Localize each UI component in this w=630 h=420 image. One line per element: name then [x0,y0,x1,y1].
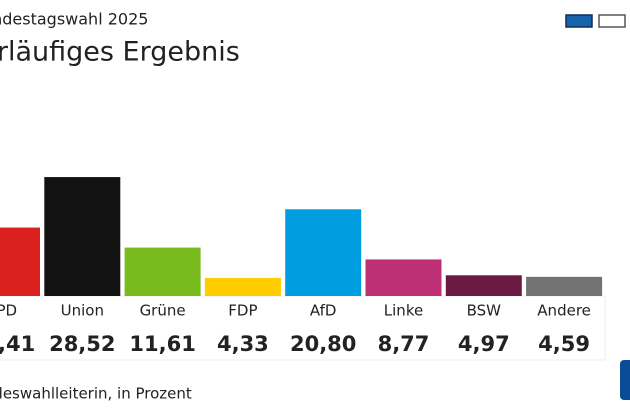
footnote: Bundeswahlleiterin, in Prozent [0,385,192,403]
chart-title: Vorläufiges Ergebnis [0,37,240,68]
bar [445,275,522,296]
bar [285,209,362,296]
category-label: SPD [0,302,17,320]
bar [124,247,201,296]
value-label: 20,80 [290,332,356,356]
category-label: AfD [310,302,337,320]
bar [526,276,603,296]
bar [365,259,442,296]
value-label: 28,52 [49,332,115,356]
value-label: 16,41 [0,332,35,356]
label-panel [0,295,606,361]
category-label: Linke [384,302,423,320]
value-label: 8,77 [378,332,430,356]
bar [0,227,40,296]
value-label: 4,97 [458,332,510,356]
view-toggle-seats[interactable] [598,14,626,28]
value-label: 4,59 [538,332,590,356]
chart-subtitle: Bundestagswahl 2025 [0,10,148,29]
bar [204,277,281,296]
category-label: Andere [537,302,591,320]
bar [44,177,121,296]
logo [620,360,630,400]
value-label: 4,33 [217,332,269,356]
category-label: BSW [467,302,502,320]
view-toggle-bars[interactable] [565,14,593,28]
category-label: Grüne [140,302,186,320]
category-label: Union [61,302,104,320]
value-label: 11,61 [129,332,195,356]
category-label: FDP [228,302,257,320]
